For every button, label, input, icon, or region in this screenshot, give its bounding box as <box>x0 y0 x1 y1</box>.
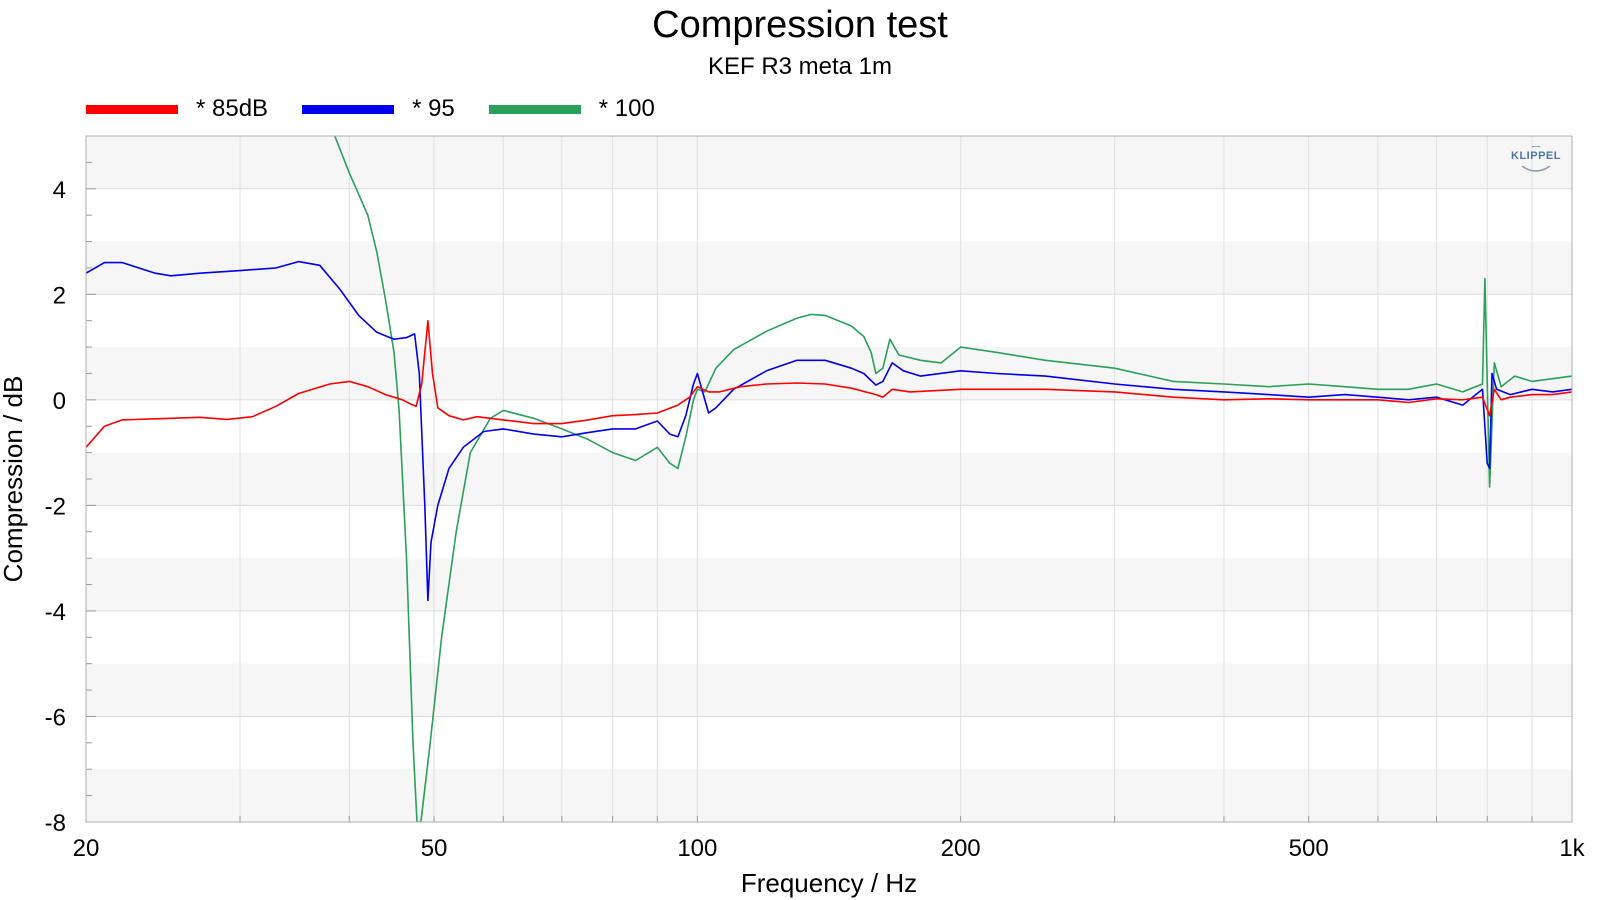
y-tick-label: 4 <box>53 177 66 204</box>
series-line-0 <box>86 319 1572 448</box>
legend-swatch-100 <box>488 104 581 114</box>
x-tick-label: 20 <box>73 835 100 862</box>
legend-swatch-85db <box>86 104 178 114</box>
y-axis-label: Compression / dB <box>0 376 28 583</box>
plot-frame <box>85 135 1573 823</box>
legend-item-95: * 95 <box>302 94 455 124</box>
legend-item-100: * 100 <box>488 94 655 124</box>
x-axis-label: Frequency / Hz <box>741 868 917 898</box>
legend-label-85db: * 85dB <box>196 95 269 122</box>
chart-title: Compression test <box>652 4 948 46</box>
x-tick-label: 1k <box>1559 835 1585 862</box>
legend-label-95: * 95 <box>412 95 455 122</box>
plot-band <box>86 452 1572 506</box>
plot-band <box>86 663 1572 717</box>
plot-band <box>86 241 1572 295</box>
plot-band <box>86 769 1572 822</box>
legend: * 85dB * 95 * 100 <box>86 92 689 126</box>
y-tick-label: 2 <box>53 282 66 309</box>
plot-band <box>86 347 1572 400</box>
y-tick-label: -8 <box>45 810 66 837</box>
legend-swatch-95 <box>302 104 395 114</box>
series-line-1 <box>86 260 1572 602</box>
y-tick-label: 0 <box>53 388 66 415</box>
x-tick-label: 500 <box>1289 835 1329 862</box>
x-tick-label: 200 <box>941 835 981 862</box>
y-tick-label: -4 <box>45 599 66 626</box>
y-tick-label: -6 <box>45 704 66 731</box>
plot-band <box>86 558 1572 611</box>
chart-subtitle: KEF R3 meta 1m <box>707 53 893 80</box>
series-line-2 <box>334 136 1572 822</box>
legend-label-100: * 100 <box>598 95 655 122</box>
klippel-logo: KLIPPEL <box>1508 146 1564 178</box>
klippel-logo-text: KLIPPEL <box>1511 150 1561 162</box>
klippel-logo-arc-icon <box>1521 146 1551 172</box>
y-tick-label: -2 <box>45 493 66 520</box>
x-tick-label: 50 <box>421 835 448 862</box>
legend-item-85db: * 85dB <box>86 94 268 124</box>
plot-band <box>86 136 1572 189</box>
x-tick-label: 100 <box>677 835 717 862</box>
